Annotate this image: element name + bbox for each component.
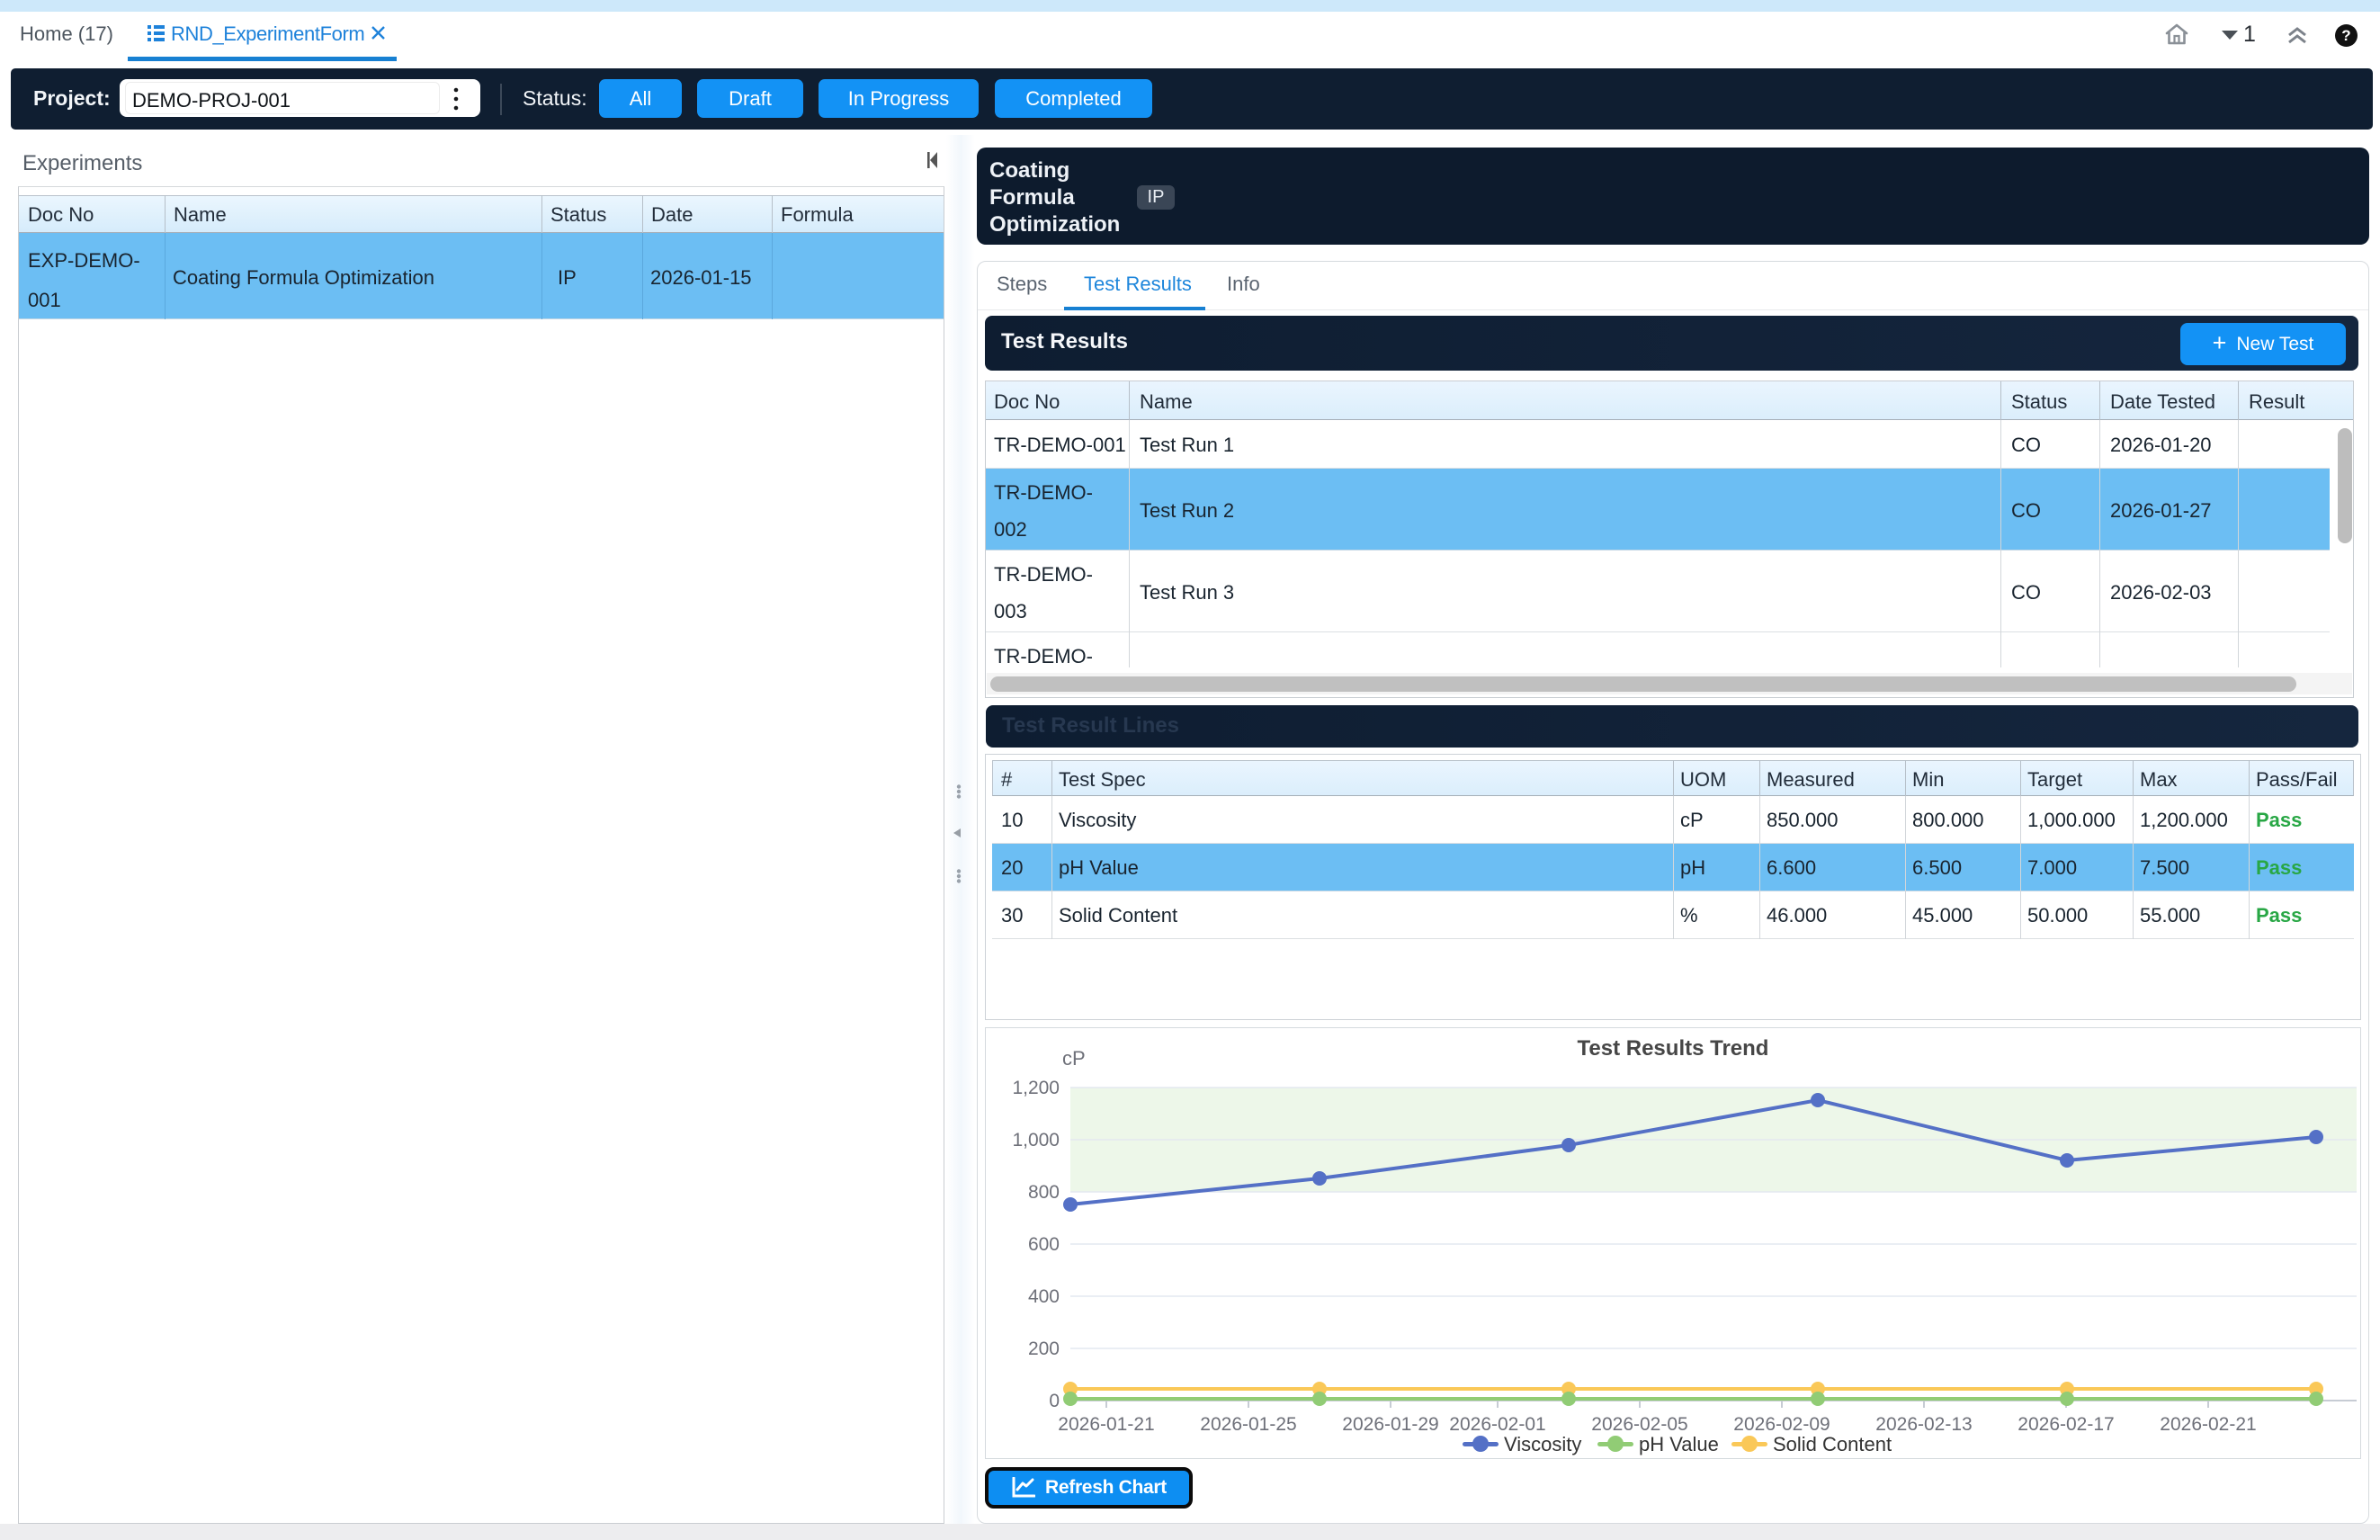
svg-text:600: 600 bbox=[1028, 1234, 1060, 1255]
svg-text:Viscosity: Viscosity bbox=[1504, 1433, 1581, 1455]
svg-text:2026-02-13: 2026-02-13 bbox=[1875, 1414, 1972, 1435]
svg-text:2026-01-29: 2026-01-29 bbox=[1342, 1414, 1438, 1435]
svg-text:cP: cP bbox=[1062, 1047, 1086, 1070]
svg-text:Solid Content: Solid Content bbox=[1773, 1433, 1892, 1455]
svg-text:1,200: 1,200 bbox=[1012, 1078, 1060, 1098]
svg-text:2026-02-17: 2026-02-17 bbox=[2018, 1414, 2114, 1435]
svg-text:2026-02-01: 2026-02-01 bbox=[1449, 1414, 1545, 1435]
svg-text:800: 800 bbox=[1028, 1182, 1060, 1203]
svg-text:1,000: 1,000 bbox=[1012, 1130, 1060, 1151]
svg-text:2026-01-21: 2026-01-21 bbox=[1058, 1414, 1154, 1435]
svg-text:2026-02-21: 2026-02-21 bbox=[2160, 1414, 2256, 1435]
svg-text:0: 0 bbox=[1049, 1391, 1060, 1411]
svg-text:400: 400 bbox=[1028, 1286, 1060, 1307]
svg-text:2026-01-25: 2026-01-25 bbox=[1200, 1414, 1296, 1435]
svg-text:pH Value: pH Value bbox=[1639, 1433, 1719, 1455]
svg-text:Test Results Trend: Test Results Trend bbox=[1578, 1036, 1769, 1061]
svg-text:2026-02-05: 2026-02-05 bbox=[1591, 1414, 1687, 1435]
svg-text:200: 200 bbox=[1028, 1339, 1060, 1359]
svg-text:2026-02-09: 2026-02-09 bbox=[1733, 1414, 1830, 1435]
